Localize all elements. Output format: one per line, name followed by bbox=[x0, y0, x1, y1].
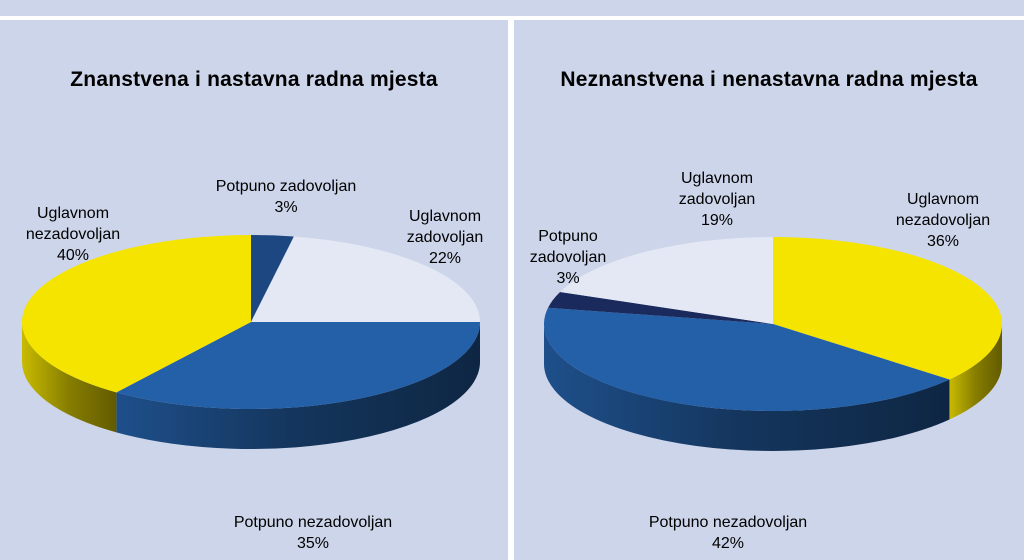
chart-panel-right: Neznanstvena i nenastavna radna mjesta U… bbox=[514, 20, 1024, 560]
pie-slice bbox=[548, 291, 773, 324]
slice-label: Potpuno nezadovoljan 35% bbox=[234, 514, 392, 552]
slice-label: Potpuno nezadovoljan 42% bbox=[649, 514, 807, 552]
pie-chart-left: Potpuno zadovoljan 3% Uglavnom zadovoljan 22… bbox=[21, 178, 484, 552]
slice-label: Potpuno zadovoljan 3% bbox=[216, 178, 357, 216]
chart-title-right: Neznanstvena i nenastavna radna mjesta bbox=[560, 68, 978, 91]
pie-side-walls bbox=[22, 322, 480, 450]
pie-slice-side bbox=[116, 322, 480, 450]
pie-slice bbox=[560, 237, 773, 324]
pie-slice-side bbox=[949, 324, 1002, 420]
pie-slice-side bbox=[544, 324, 950, 452]
slice-label: Uglavnom zadovoljan 19% bbox=[679, 170, 756, 229]
pie-slice bbox=[544, 307, 950, 412]
pie-slice bbox=[773, 237, 1003, 380]
pie-slice bbox=[21, 235, 252, 393]
top-strip bbox=[0, 0, 1024, 16]
pie-side-walls bbox=[544, 324, 1002, 452]
chart-panel-left: Znanstvena i nastavna radna mjesta Potpu… bbox=[0, 20, 508, 560]
chart-title-left: Znanstvena i nastavna radna mjesta bbox=[70, 68, 438, 91]
pie-slice bbox=[116, 322, 480, 409]
pie-slice bbox=[251, 236, 480, 322]
pie-chart-right: Uglavnom nezadovoljan 36% Potpuno nezadovol… bbox=[530, 170, 1003, 552]
pie-slice-side bbox=[22, 322, 117, 433]
slice-label: Uglavnom zadovoljan 22% bbox=[407, 208, 484, 267]
slice-label: Uglavnom nezadovoljan 40% bbox=[26, 205, 120, 264]
slice-label: Potpuno zadovoljan 3% bbox=[530, 228, 607, 287]
slice-label: Uglavnom nezadovoljan 36% bbox=[896, 191, 990, 250]
pie-slice bbox=[251, 235, 294, 322]
